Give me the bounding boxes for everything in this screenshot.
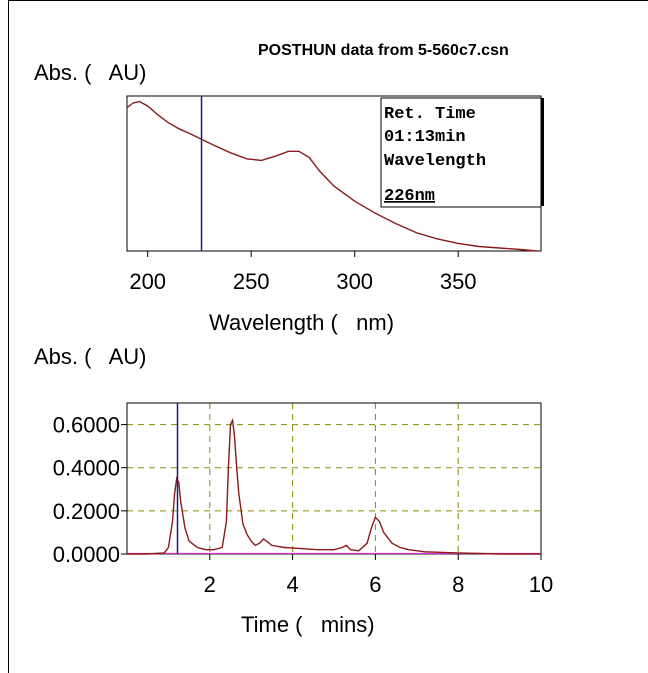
chromatogram-x-tick-label: 10 — [529, 572, 553, 597]
chromatogram-y-tick-label: 0.4000 — [53, 456, 120, 481]
info-wavelength-value: 226nm — [384, 187, 435, 206]
chromatogram-y-tick-label: 0.0000 — [53, 542, 120, 567]
chromatogram-x-tick-label: 8 — [452, 572, 464, 597]
spectrum-x-ticks: 200 250 300 350 — [129, 251, 477, 294]
chromatogram-grid — [127, 403, 541, 554]
chromatogram-y-axis-label: Abs. ( AU) — [34, 344, 146, 369]
chromatogram-x-tick-label: 6 — [369, 572, 381, 597]
info-ret-time-value: 01:13min — [384, 128, 466, 147]
info-box: Ret. Time 01:13min Wavelength 226nm — [380, 97, 544, 208]
spectrum-x-tick-label: 300 — [336, 269, 373, 294]
chromatogram-x-axis-label: Time ( mins) — [241, 612, 375, 637]
spectrum-x-tick-label: 200 — [129, 269, 166, 294]
chromatogram-y-ticks: 0.0000 0.2000 0.4000 0.6000 — [53, 413, 127, 567]
chromatogram-trace — [127, 417, 541, 555]
chromatogram-x-tick-label: 4 — [286, 572, 298, 597]
chromatogram-plot-frame — [126, 402, 542, 555]
chromatogram-x-tick-label: 2 — [204, 572, 216, 597]
spectrum-x-tick-label: 350 — [440, 269, 477, 294]
chromatogram-panel: Abs. ( AU) 0.0000 0.2000 0.4000 0.6000 2 4 6 8… — [34, 344, 553, 637]
spectrum-trace — [126, 100, 537, 252]
info-wavelength-label: Wavelength — [384, 152, 486, 171]
chromatogram-x-ticks: 2 4 6 8 10 — [204, 554, 553, 597]
spectrum-x-axis-label: Wavelength ( nm) — [209, 310, 394, 335]
info-ret-time-label: Ret. Time — [384, 105, 476, 124]
spectrum-panel: Abs. ( AU) 200 250 300 350 Ret. Time 01:13m… — [34, 60, 544, 335]
spectrum-y-axis-label: Abs. ( AU) — [34, 60, 146, 85]
chart-title: POSTHUN data from 5-560c7.csn — [258, 42, 509, 59]
chromatogram-y-tick-label: 0.6000 — [53, 413, 120, 438]
chromatogram-y-tick-label: 0.2000 — [53, 499, 120, 524]
spectrum-x-tick-label: 250 — [233, 269, 270, 294]
